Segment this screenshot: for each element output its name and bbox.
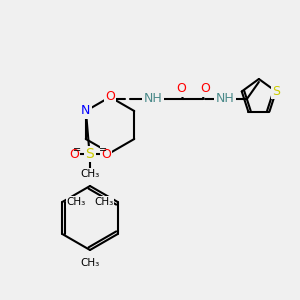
Text: O: O	[200, 82, 210, 95]
Text: =: =	[99, 145, 107, 155]
Text: S: S	[85, 147, 94, 161]
Text: CH₃: CH₃	[80, 169, 100, 179]
Text: S: S	[272, 85, 280, 98]
Text: NH: NH	[215, 92, 234, 106]
Text: O: O	[101, 148, 111, 160]
Text: O: O	[176, 82, 186, 95]
Text: CH₃: CH₃	[67, 197, 86, 207]
Text: NH: NH	[143, 92, 162, 106]
Text: O: O	[69, 148, 79, 160]
Text: N: N	[81, 104, 90, 118]
Text: CH₃: CH₃	[67, 197, 86, 207]
Text: CH₃: CH₃	[80, 258, 100, 268]
Text: CH₃: CH₃	[94, 197, 113, 207]
Text: O: O	[105, 91, 115, 103]
Text: =: =	[73, 145, 81, 155]
